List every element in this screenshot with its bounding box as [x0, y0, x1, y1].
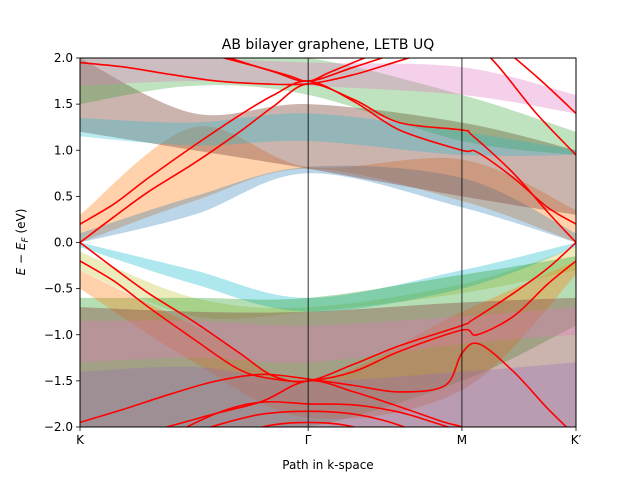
- high-symmetry-lines: [307, 58, 463, 427]
- uq-band-0: [80, 126, 576, 243]
- band-line-6: [80, 260, 576, 383]
- uq-band-5: [80, 113, 576, 156]
- band-line-5: [80, 241, 576, 383]
- uq-band-7: [80, 242, 576, 312]
- y-tick-label-5: 0.5: [54, 189, 73, 203]
- band-line-7: [80, 342, 568, 427]
- uq-band-11: [80, 307, 576, 363]
- x-tick-label-0: K: [76, 433, 85, 447]
- uq-band-3: [80, 58, 576, 155]
- y-axis-label-sub: F: [21, 237, 31, 243]
- uq-band-6: [80, 247, 576, 320]
- y-tick-label-0: −2.0: [44, 420, 73, 434]
- y-tick-label-8: 2.0: [54, 51, 73, 65]
- band-line-8: [163, 379, 464, 427]
- uq-band-4: [80, 58, 576, 114]
- y-tick-label-6: 1.0: [54, 143, 73, 157]
- uq-band-1: [80, 165, 576, 243]
- uq-band-2: [80, 58, 576, 215]
- y-tick-label-2: −1.0: [44, 328, 73, 342]
- x-tick-label-1: Γ: [305, 433, 312, 447]
- plot-area: [80, 58, 576, 427]
- x-ticks: K Γ M K′: [76, 427, 582, 447]
- y-ticks: −2.0 −1.5 −1.0 −0.5 0.0 0.5 1.0 1.5 2.0: [44, 51, 80, 434]
- band-line-1: [80, 80, 576, 225]
- chart-title: AB bilayer graphene, LETB UQ: [222, 37, 434, 53]
- x-axis-label: Path in k-space: [282, 458, 373, 472]
- y-tick-label-4: 0.0: [54, 236, 73, 250]
- band-line-3: [220, 58, 576, 114]
- uq-band-10: [80, 297, 576, 427]
- x-tick-label-2: M: [457, 433, 467, 447]
- y-tick-label-3: −0.5: [44, 282, 73, 296]
- band-lines: [80, 58, 576, 427]
- y-axis-label: E − EF (eV): [14, 209, 31, 276]
- uq-band-9: [80, 261, 576, 419]
- band-line-4: [227, 58, 385, 82]
- y-axis-label-main: E − E: [14, 242, 28, 275]
- x-tick-label-3: K′: [571, 433, 582, 447]
- y-axis-label-unit: (eV): [14, 209, 28, 238]
- y-tick-label-1: −1.5: [44, 374, 73, 388]
- y-tick-label-7: 1.5: [54, 97, 73, 111]
